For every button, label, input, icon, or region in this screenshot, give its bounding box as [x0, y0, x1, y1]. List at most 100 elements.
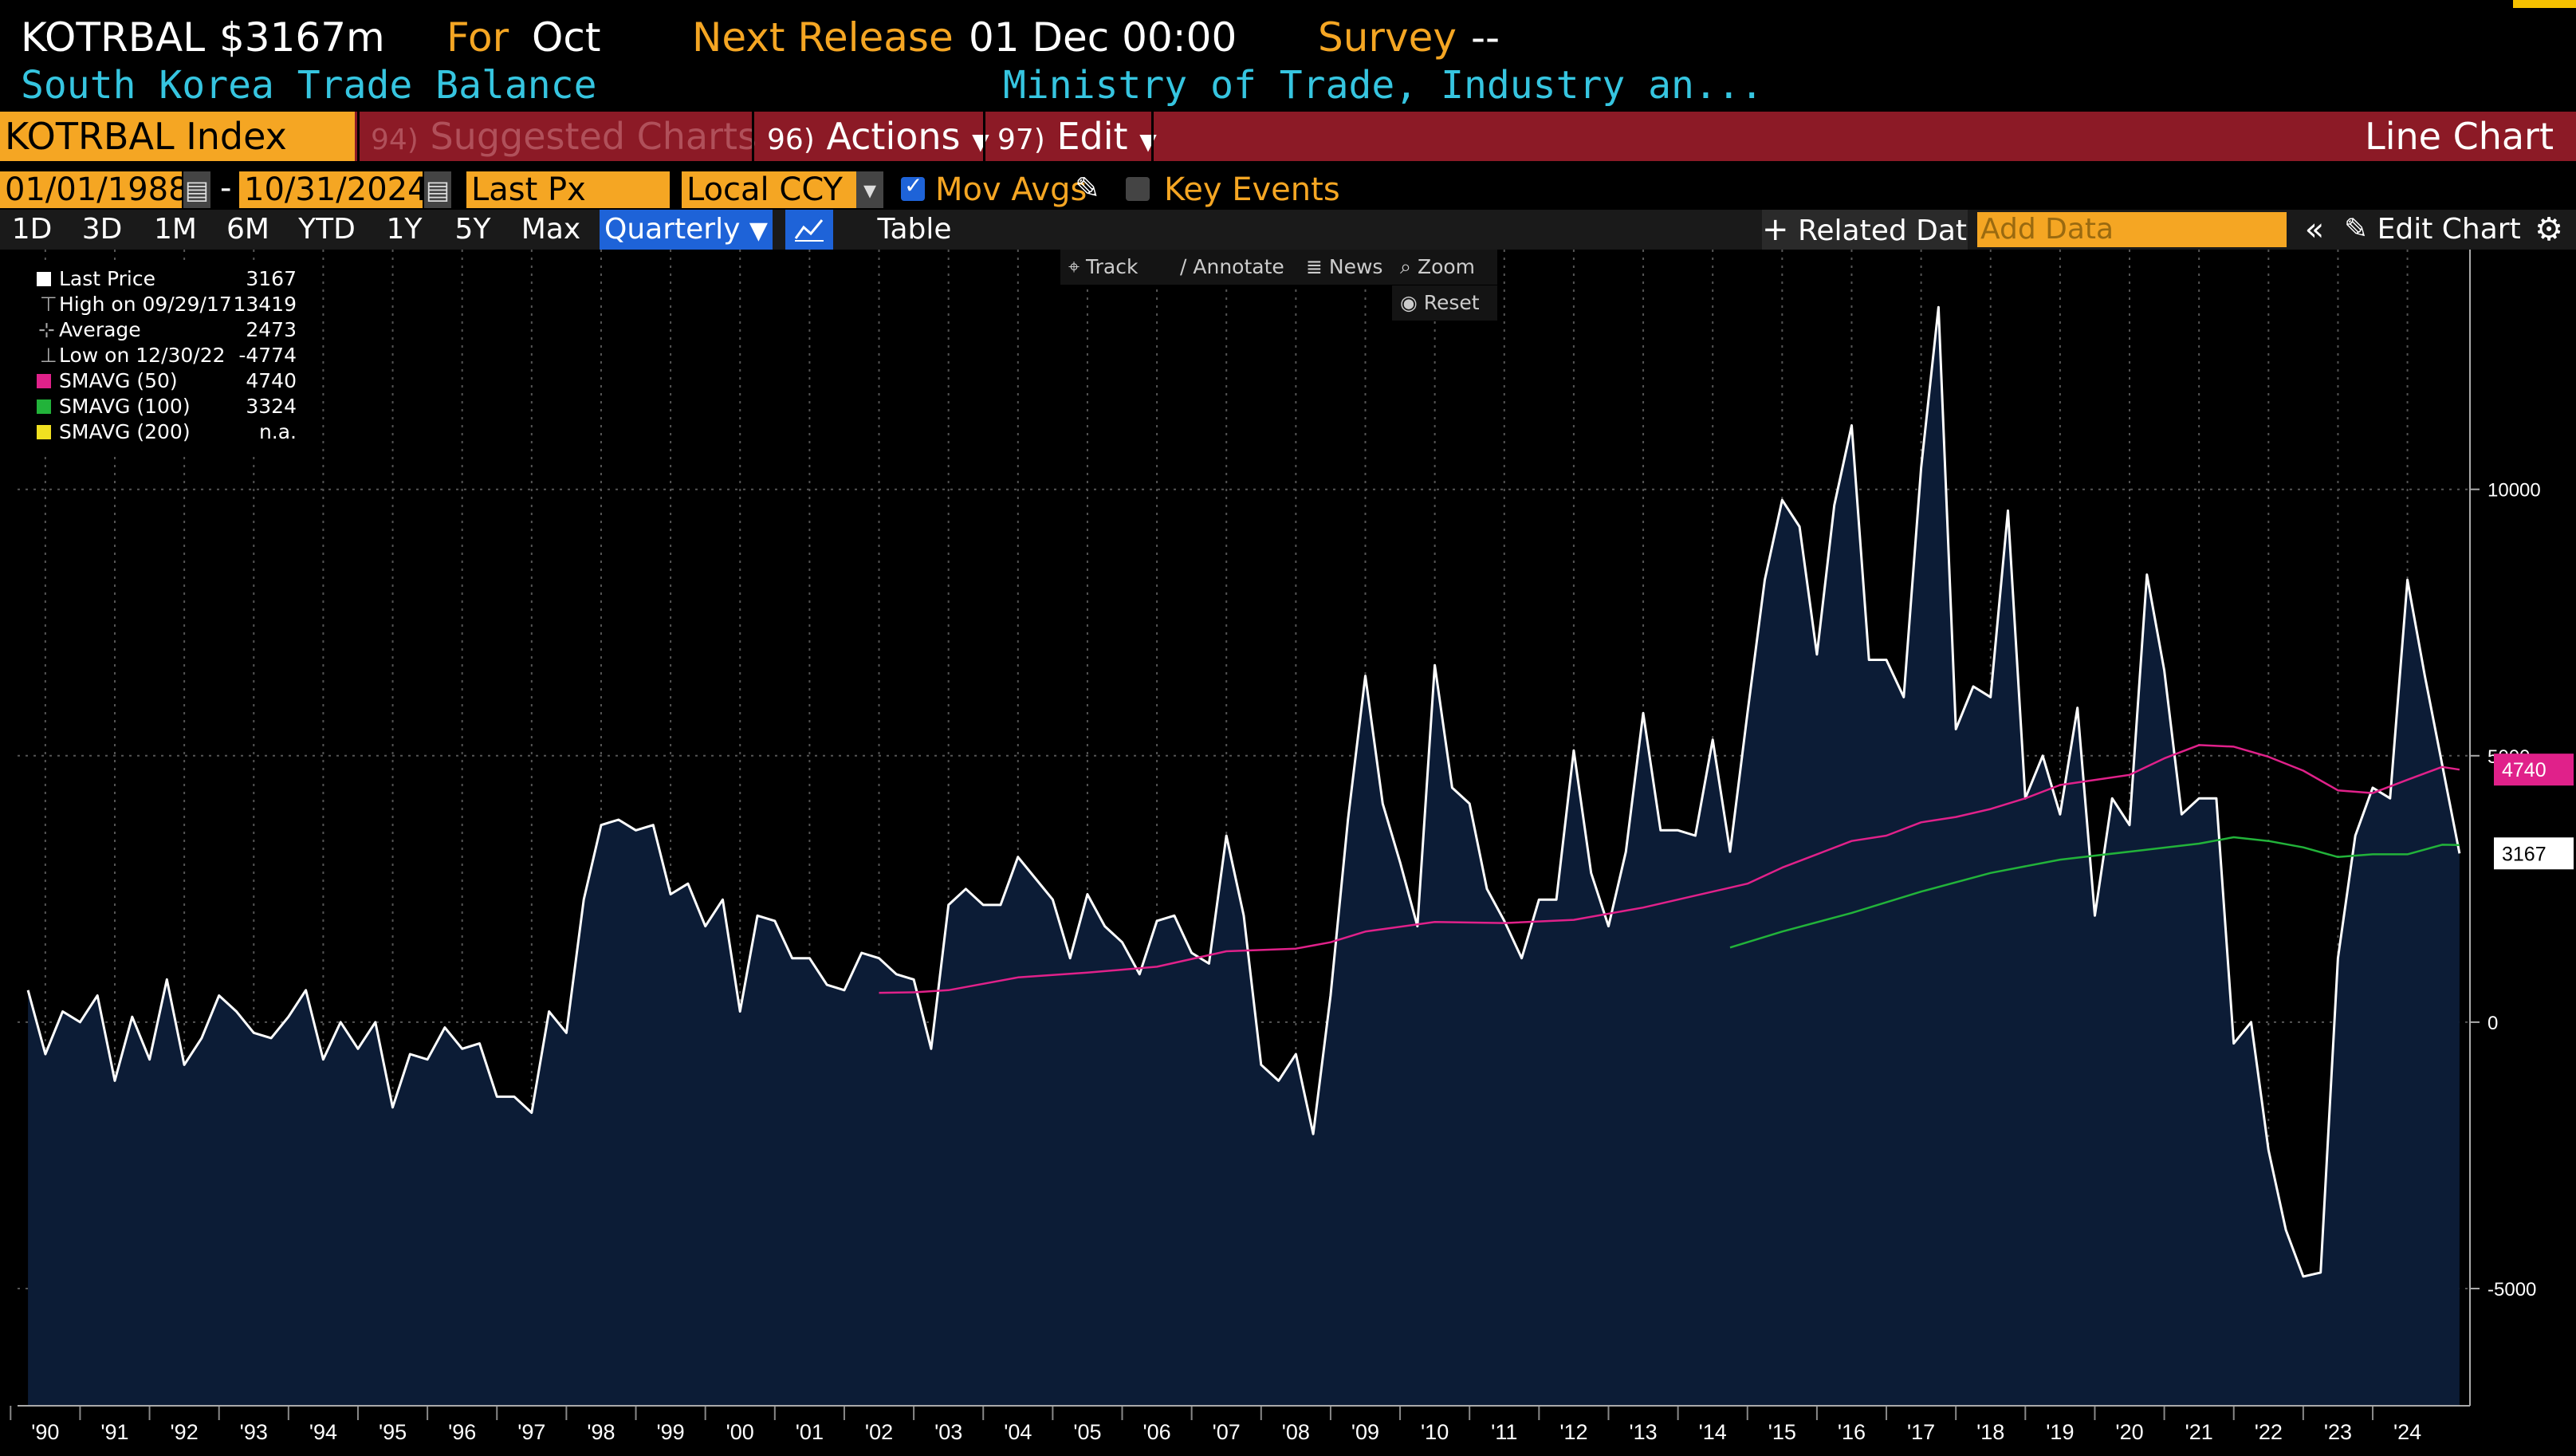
legend-low: ⊥ Low on 12/30/22 -4774 — [40, 343, 297, 368]
track-tool[interactable]: ⌖ Track — [1060, 250, 1174, 285]
collapse-icon[interactable]: « — [2304, 211, 2325, 248]
settings-gear-icon[interactable]: ⚙ — [2535, 211, 2563, 248]
next-release-value: 01 Dec 00:00 — [969, 14, 1237, 61]
range-1d-button[interactable]: 1D — [11, 213, 53, 246]
reset-icon: ◉ — [1400, 291, 1424, 314]
x-tick-label: '13 — [1629, 1420, 1657, 1444]
reset-label: Reset — [1423, 291, 1480, 314]
zoom-icon: ⌕ — [1400, 255, 1418, 278]
actions-button[interactable]: 96) Actions ▼ — [767, 112, 989, 161]
actions-chevron-icon: ▼ — [972, 128, 989, 155]
news-label: News — [1328, 255, 1383, 278]
edit-chart-pencil-icon: ✎ — [2344, 213, 2369, 246]
range-6m-button[interactable]: 6M — [226, 213, 269, 246]
suggested-num: 94) — [371, 124, 419, 156]
key-events-label: Key Events — [1164, 171, 1340, 208]
range-5y-button[interactable]: 5Y — [454, 213, 491, 246]
start-date-input[interactable]: 01/01/1988 — [0, 171, 189, 208]
table-button[interactable]: Table — [877, 213, 952, 246]
legend-value: 13419 — [233, 293, 297, 316]
related-data-button[interactable]: + Related Dat — [1762, 210, 1968, 250]
legend-last-price: Last Price 3167 — [37, 266, 297, 292]
x-tick-label: '19 — [2046, 1420, 2074, 1444]
mov-avgs-checkbox[interactable]: ✓ — [901, 172, 925, 201]
legend-value: 3324 — [246, 395, 297, 418]
x-tick-label: '17 — [1907, 1420, 1935, 1444]
x-tick-label: '14 — [1699, 1420, 1727, 1444]
currency-select[interactable]: Local CCY — [682, 171, 867, 208]
y-tick-label: -5000 — [2488, 1279, 2536, 1301]
field-select[interactable]: Last Px — [466, 171, 670, 208]
average-marker-icon: ⊹ — [38, 318, 55, 341]
legend-value: 4740 — [246, 369, 297, 392]
x-tick-label: '12 — [1559, 1420, 1587, 1444]
ticker: KOTRBAL — [21, 14, 206, 61]
x-tick-label: '99 — [657, 1420, 685, 1444]
legend-smavg-100: SMAVG (100) 3324 — [37, 394, 297, 419]
x-tick-label: '01 — [796, 1420, 824, 1444]
legend-swatch — [37, 272, 51, 286]
line-chart: '90 '91 '92 '93 '94 '95 '96 '97 '98 '99 '00 '01 '02 '… — [0, 250, 2576, 1456]
survey-label: Survey — [1318, 14, 1457, 61]
security-field[interactable]: KOTRBAL Index — [0, 112, 355, 161]
range-ytd-button[interactable]: YTD — [298, 213, 356, 246]
last-value-tag: 3167 — [2494, 837, 2574, 870]
end-date-input[interactable]: 10/31/2024 — [239, 171, 428, 208]
x-tick-label: '24 — [2393, 1420, 2421, 1444]
actions-num: 96) — [767, 124, 815, 156]
x-tick-label: '92 — [171, 1420, 199, 1444]
annotate-label: Annotate — [1193, 255, 1284, 278]
zoom-label: Zoom — [1417, 255, 1476, 278]
mov-avgs-label: Mov Avgs — [935, 171, 1087, 208]
x-tick-label: '04 — [1004, 1420, 1032, 1444]
legend-value: 3167 — [246, 267, 297, 290]
x-tick-label: '07 — [1213, 1420, 1241, 1444]
x-tick-label: '20 — [2115, 1420, 2143, 1444]
period-dropdown[interactable]: Quarterly ▼ — [600, 210, 773, 250]
y-tick-label: 0 — [2488, 1013, 2498, 1034]
range-3d-button[interactable]: 3D — [81, 213, 123, 246]
zoom-tool[interactable]: ⌕ Zoom — [1392, 250, 1497, 285]
track-label: Track — [1086, 255, 1139, 278]
add-data-input[interactable]: Add Data — [1977, 212, 2287, 247]
range-1m-button[interactable]: 1M — [154, 213, 197, 246]
edit-chart-label: Edit Chart — [2377, 213, 2521, 246]
start-calendar-icon[interactable]: ▤ — [183, 171, 210, 208]
crosshair-icon: ⌖ — [1068, 255, 1087, 278]
key-events-checkbox[interactable] — [1126, 177, 1150, 201]
annotate-tool[interactable]: ∕ Annotate — [1172, 250, 1300, 285]
range-max-button[interactable]: Max — [521, 213, 581, 246]
series-line — [879, 744, 2460, 994]
x-tick-label: '06 — [1142, 1420, 1170, 1444]
security-name: South Korea Trade Balance — [21, 63, 597, 108]
edit-button[interactable]: 97) Edit ▼ — [997, 112, 1157, 161]
legend-value: n.a. — [258, 420, 297, 443]
last-value-box — [2494, 754, 2574, 786]
function-bar: KOTRBAL Index 94) Suggested Charts 96) A… — [0, 112, 2576, 161]
line-chart-icon[interactable] — [785, 210, 833, 250]
news-tool[interactable]: ≣ News — [1298, 250, 1394, 285]
legend-label: SMAVG (50) — [59, 369, 178, 392]
currency-dropdown-icon[interactable]: ▾ — [856, 171, 883, 208]
suggested-charts-button[interactable]: 94) Suggested Charts — [371, 112, 757, 161]
range-1y-button[interactable]: 1Y — [386, 213, 423, 246]
survey-value: -- — [1471, 14, 1500, 61]
end-calendar-icon[interactable]: ▤ — [424, 171, 451, 208]
legend-label: Average — [59, 318, 141, 341]
edit-chevron-icon: ▼ — [1139, 128, 1157, 155]
x-tick-label: '94 — [309, 1420, 337, 1444]
pencil-icon[interactable]: ✎ — [1075, 171, 1100, 206]
x-tick-label: '08 — [1282, 1420, 1310, 1444]
x-tick-label: '02 — [865, 1420, 893, 1444]
x-tick-label: '09 — [1351, 1420, 1379, 1444]
news-icon: ≣ — [1306, 255, 1329, 278]
reset-tool[interactable]: ◉ Reset — [1392, 285, 1497, 321]
edit-num: 97) — [997, 124, 1045, 156]
legend-swatch — [37, 399, 51, 414]
legend-swatch — [37, 374, 51, 388]
edit-chart-button[interactable]: ✎ Edit Chart — [2344, 210, 2527, 250]
x-tick-label: '18 — [1976, 1420, 2004, 1444]
series-line — [1729, 836, 2460, 949]
plus-icon: + — [1762, 211, 1789, 248]
x-tick-label: '21 — [2185, 1420, 2213, 1444]
